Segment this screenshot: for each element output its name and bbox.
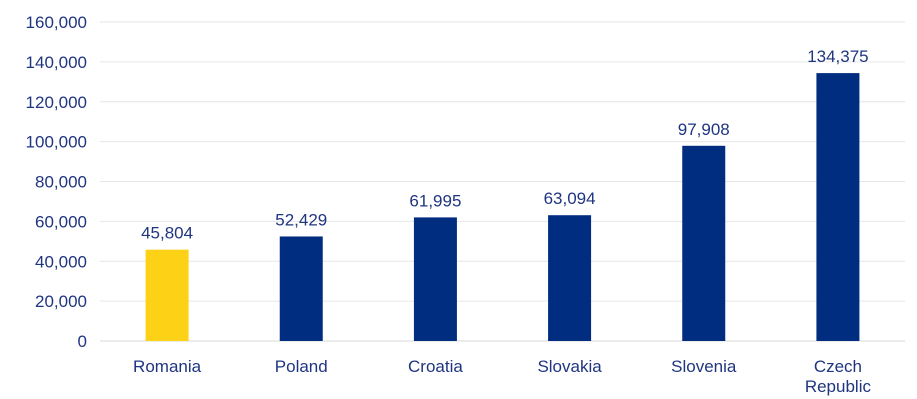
bar-slovenia [682,145,726,341]
data-label: 97,908 [678,120,730,139]
x-category-label: Czech Republic [805,357,872,396]
data-labels: 45,804 52,429 61,995 63,094 97,908 134,375 [141,47,869,243]
bar-slovakia [548,215,592,341]
x-category-label: Slovenia [671,357,737,376]
x-category-label-line: Slovenia [671,357,737,376]
x-category-label: Poland [275,357,328,376]
y-tick-label: 140,000 [26,53,87,72]
x-category-label: Croatia [408,357,463,376]
y-tick-label: 20,000 [35,292,87,311]
y-tick-label: 40,000 [35,252,87,271]
y-tick-label: 100,000 [26,133,87,152]
data-label: 45,804 [141,224,193,243]
x-category-label-line: Poland [275,357,328,376]
y-tick-label: 160,000 [26,13,87,32]
data-label: 134,375 [807,47,868,66]
data-label: 63,094 [544,189,596,208]
x-category-label: Slovakia [537,357,602,376]
y-tick-label: 60,000 [35,212,87,231]
x-axis-category-labels: Romania Poland Croatia Slovakia Slovenia Czec… [133,357,871,396]
data-label: 61,995 [409,191,461,210]
y-tick-label: 120,000 [26,93,87,112]
gridlines [100,21,905,342]
bar-czech-republic [816,73,860,341]
x-category-label-line: Romania [133,357,202,376]
x-category-label-line: Republic [805,377,872,396]
x-category-label: Romania [133,357,202,376]
x-category-label-line: Slovakia [537,357,602,376]
y-axis-tick-labels: 0 20,000 40,000 60,000 80,000 100,000 120,000 1… [26,13,87,351]
bar-poland [279,236,323,341]
y-tick-label: 80,000 [35,173,87,192]
data-label: 52,429 [275,210,327,229]
y-tick-label: 0 [78,332,87,351]
bars [145,73,860,341]
bar-croatia [413,217,457,341]
x-category-label-line: Czech [814,357,862,376]
x-category-label-line: Croatia [408,357,463,376]
bar-romania [145,249,189,341]
